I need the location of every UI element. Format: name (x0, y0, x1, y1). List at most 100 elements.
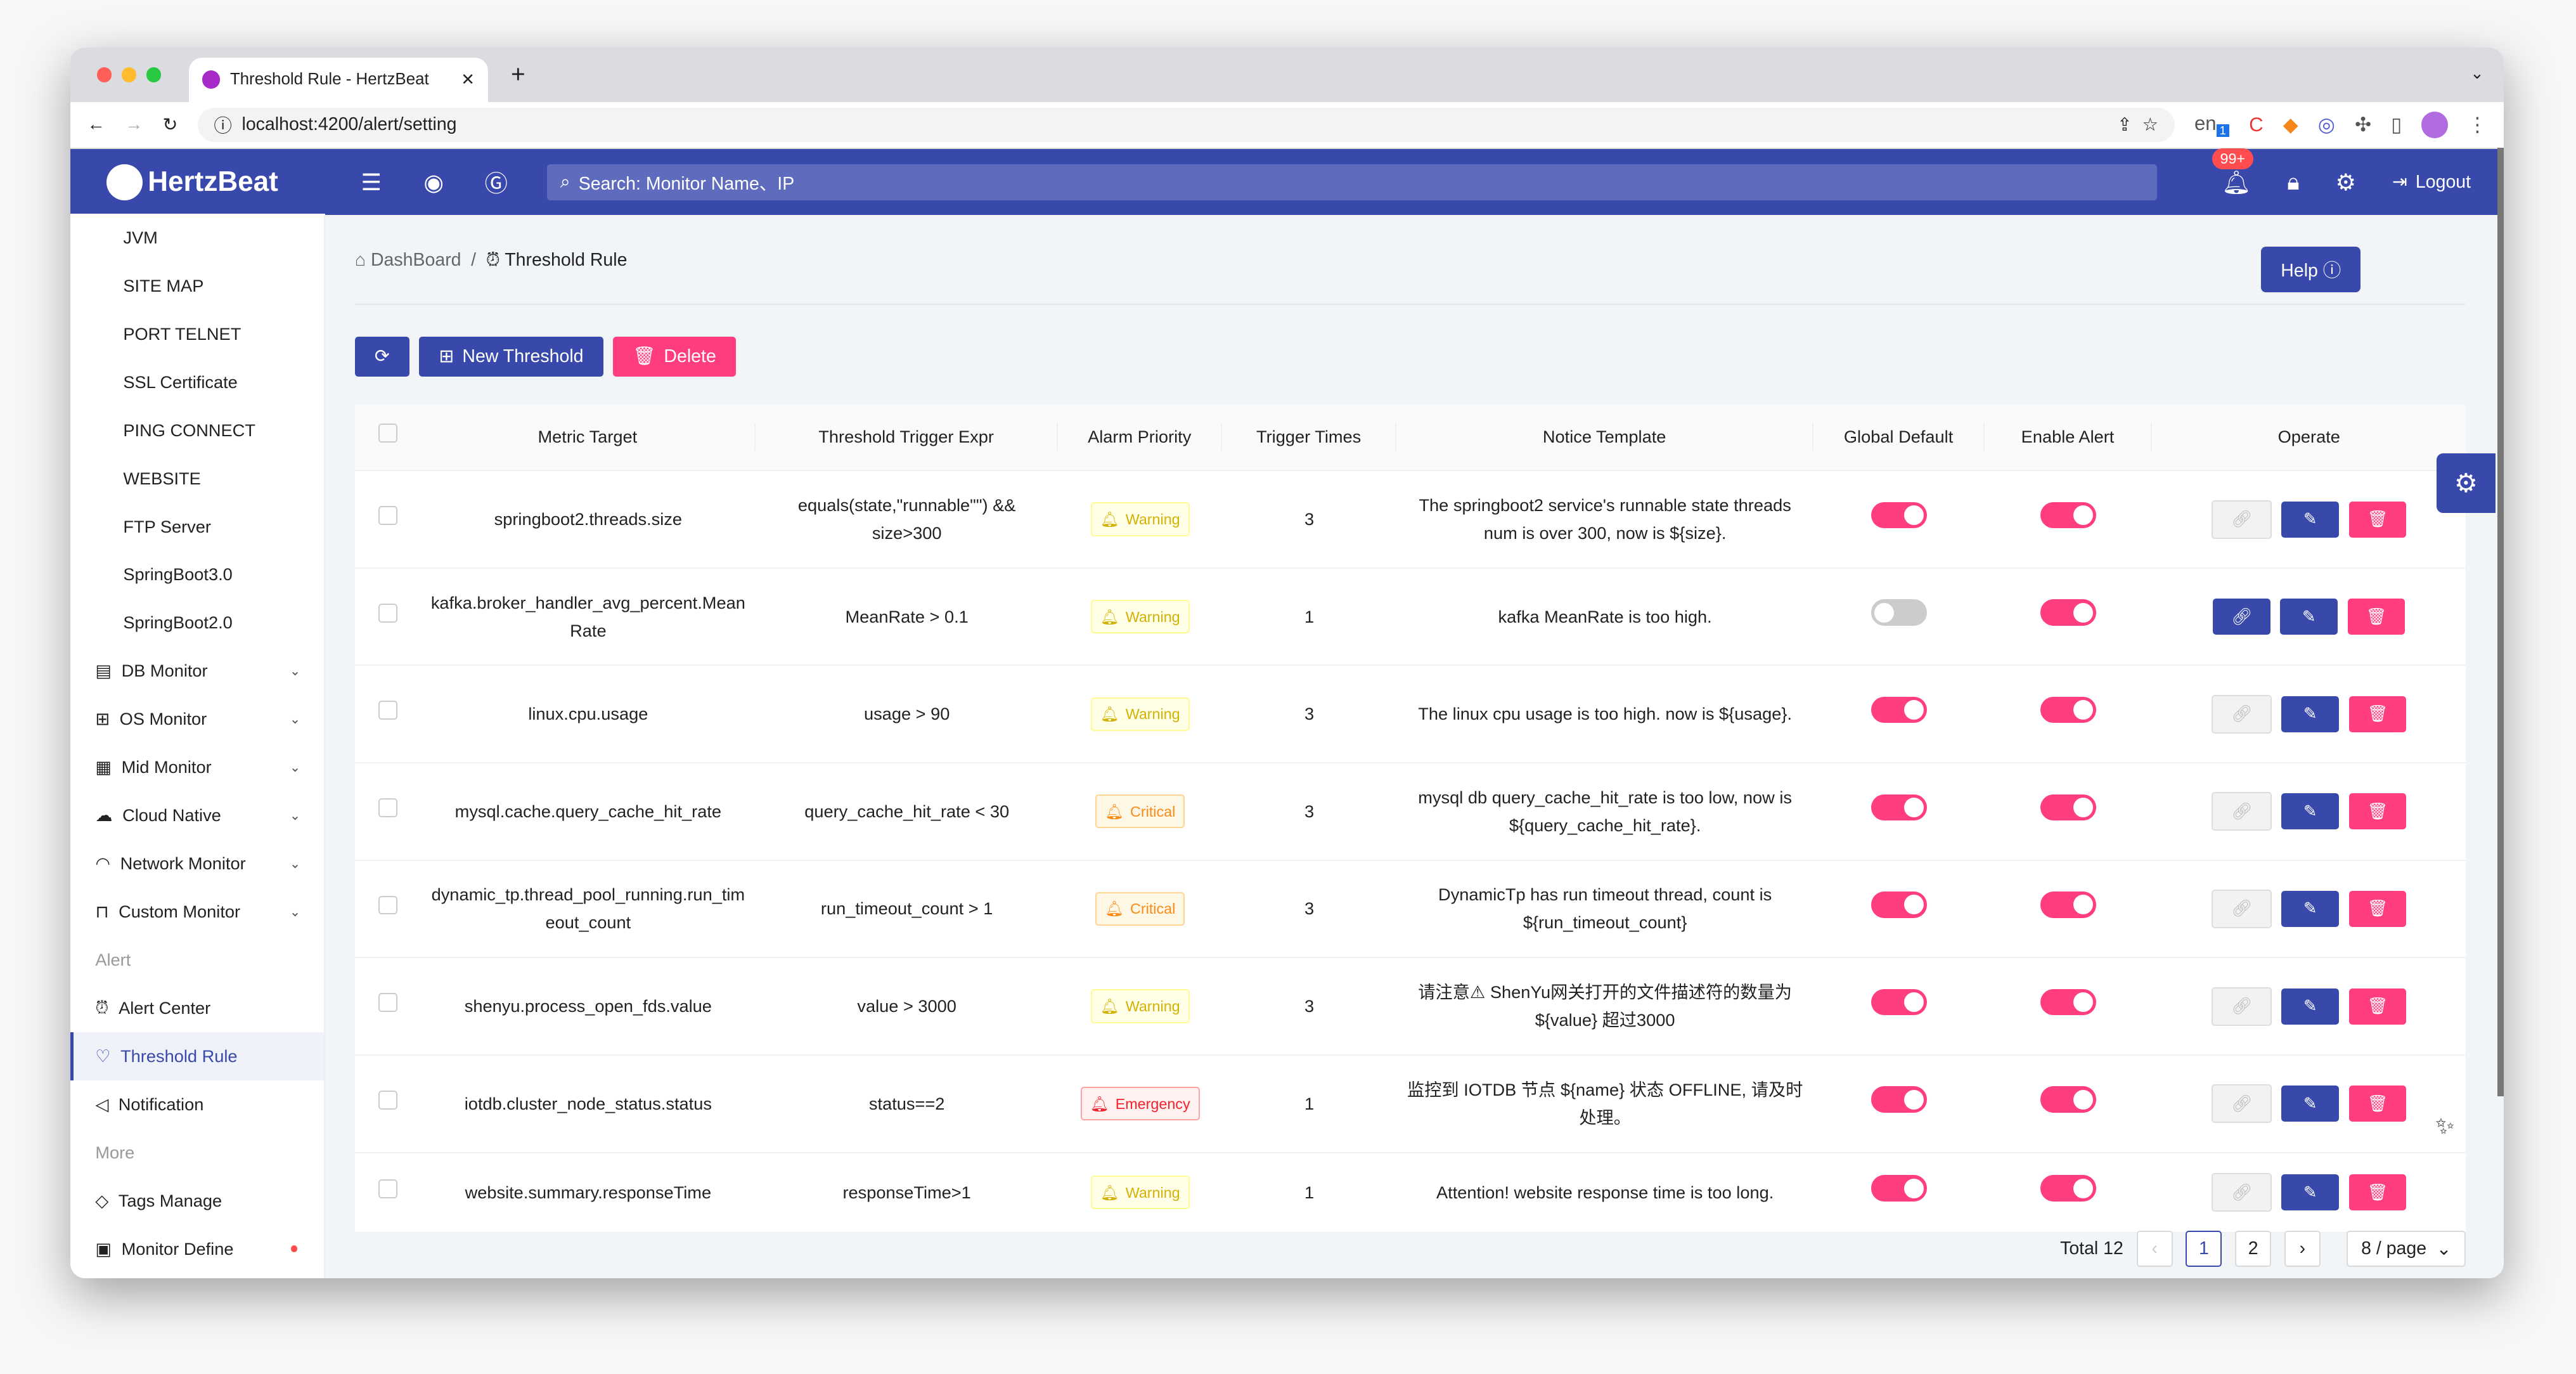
delete-row-button[interactable]: 🗑︎ (2348, 1086, 2407, 1122)
edit-button[interactable]: ✎ (2281, 696, 2340, 732)
link-monitors-button[interactable]: 🔗︎ (2212, 889, 2272, 928)
next-page-button[interactable]: › (2284, 1231, 2321, 1267)
page-2-button[interactable]: 2 (2235, 1231, 2272, 1267)
link-monitors-button[interactable]: 🔗︎ (2212, 792, 2272, 831)
edit-button[interactable]: ✎ (2281, 1174, 2340, 1211)
link-monitors-button[interactable]: 🔗︎ (2212, 1084, 2272, 1124)
row-checkbox[interactable] (378, 1179, 397, 1198)
help-button[interactable]: Help ⓘ (2261, 246, 2361, 292)
prev-page-button[interactable]: ‹ (2136, 1231, 2173, 1267)
settings-gear-icon[interactable]: ⚙ (2335, 169, 2357, 195)
sidebar-item-ssl-certificate[interactable]: SSL Certificate (70, 358, 323, 406)
minimize-window-button[interactable] (121, 67, 137, 82)
extension-c-icon[interactable]: C (2249, 113, 2264, 136)
sidebar-item-jvm[interactable]: JVM (70, 214, 323, 262)
edit-button[interactable]: ✎ (2281, 501, 2340, 538)
scrollbar[interactable] (2497, 148, 2504, 1096)
sidebar-item-tags-manage[interactable]: ◇ Tags Manage (70, 1177, 323, 1225)
share-icon[interactable]: ⇪ (2117, 114, 2132, 135)
delete-row-button[interactable]: 🗑︎ (2348, 501, 2407, 538)
theme-settings-button[interactable]: ⚙ (2436, 453, 2496, 513)
browser-tab[interactable]: Threshold Rule - HertzBeat ✕ (189, 57, 488, 102)
edit-button[interactable]: ✎ (2281, 988, 2340, 1025)
row-checkbox[interactable] (378, 798, 397, 817)
row-checkbox[interactable] (378, 603, 397, 623)
search-input[interactable]: ⌕ Search: Monitor Name、IP (547, 164, 2157, 200)
page-size-select[interactable]: 8 / page ⌄ (2347, 1231, 2466, 1267)
magic-wand-icon[interactable]: ✨︎ (2435, 1112, 2455, 1139)
url-input[interactable]: ⓘ localhost:4200/alert/setting ⇪ ☆ (197, 107, 2175, 143)
delete-button[interactable]: 🗑︎ Delete (613, 337, 736, 377)
toggle-on[interactable] (1871, 794, 1928, 821)
edit-button[interactable]: ✎ (2281, 1086, 2340, 1122)
toggle-on[interactable] (2040, 794, 2097, 821)
row-checkbox[interactable] (378, 506, 397, 525)
toggle-on[interactable] (2040, 502, 2097, 529)
lock-icon[interactable]: 🔒︎ (2287, 168, 2300, 195)
close-window-button[interactable] (96, 67, 112, 82)
sidebar-item-alert-center[interactable]: ⏰︎ Alert Center (70, 984, 323, 1032)
toggle-on[interactable] (2040, 696, 2097, 723)
github-icon[interactable]: ◉ (423, 169, 444, 195)
page-1-button[interactable]: 1 (2186, 1231, 2222, 1267)
toggle-on[interactable] (1871, 1086, 1928, 1113)
notification-bell-icon[interactable]: 🔔︎ 99+ (2212, 148, 2254, 196)
refresh-button[interactable]: ⟳ (354, 337, 409, 377)
sidebar-item-db-monitor[interactable]: ▤ DB Monitor ⌄ (70, 647, 323, 695)
delete-row-button[interactable]: 🗑︎ (2348, 988, 2407, 1025)
select-all-checkbox[interactable] (378, 424, 397, 443)
row-checkbox[interactable] (378, 701, 397, 720)
puzzle-icon[interactable]: ✣ (2354, 113, 2372, 136)
sidebar-item-cloud-native[interactable]: ☁ Cloud Native ⌄ (70, 791, 323, 839)
maximize-window-button[interactable] (146, 67, 161, 82)
logout-button[interactable]: ⇥ Logout (2392, 171, 2471, 193)
sidebar-item-mid-monitor[interactable]: ▦ Mid Monitor ⌄ (70, 743, 323, 791)
breadcrumb-home[interactable]: ⌂ DashBoard (354, 249, 461, 270)
delete-row-button[interactable]: 🗑︎ (2348, 890, 2407, 927)
link-monitors-button[interactable]: 🔗︎ (2213, 599, 2270, 635)
delete-row-button[interactable]: 🗑︎ (2347, 599, 2405, 635)
sidebar-item-notification[interactable]: ◁ Notification (70, 1080, 323, 1129)
edit-button[interactable]: ✎ (2281, 890, 2340, 927)
link-monitors-button[interactable]: 🔗︎ (2212, 500, 2272, 539)
gitee-icon[interactable]: Ⓖ (484, 171, 508, 197)
profile-avatar[interactable] (2421, 112, 2448, 138)
link-monitors-button[interactable]: 🔗︎ (2212, 1173, 2272, 1212)
toggle-on[interactable] (2040, 599, 2097, 626)
bookmark-star-icon[interactable]: ☆ (2142, 114, 2159, 135)
sidebar-item-springboot3-0[interactable]: SpringBoot3.0 (70, 550, 323, 599)
toggle-on[interactable] (2040, 891, 2097, 918)
tab-list-chevron-icon[interactable]: ⌄ (2470, 65, 2484, 83)
toggle-on[interactable] (2040, 1175, 2097, 1202)
toggle-on[interactable] (1871, 502, 1928, 529)
toggle-on[interactable] (2040, 1086, 2097, 1113)
side-panel-icon[interactable]: ▯ (2391, 113, 2402, 136)
edit-button[interactable]: ✎ (2280, 599, 2338, 635)
new-tab-button[interactable]: + (511, 60, 525, 88)
row-checkbox[interactable] (378, 895, 397, 915)
edit-button[interactable]: ✎ (2281, 793, 2340, 830)
logo[interactable]: HertzBeat (106, 164, 340, 200)
toggle-on[interactable] (1871, 696, 1928, 723)
delete-row-button[interactable]: 🗑︎ (2348, 1174, 2407, 1211)
sidebar-item-springboot2-0[interactable]: SpringBoot2.0 (70, 599, 323, 647)
toggle-on[interactable] (1871, 988, 1928, 1016)
link-monitors-button[interactable]: 🔗︎ (2212, 987, 2272, 1026)
delete-row-button[interactable]: 🗑︎ (2348, 696, 2407, 732)
link-monitors-button[interactable]: 🔗︎ (2212, 694, 2272, 734)
row-checkbox[interactable] (378, 1090, 397, 1110)
delete-row-button[interactable]: 🗑︎ (2348, 793, 2407, 830)
toggle-on[interactable] (1871, 891, 1928, 918)
toggle-on[interactable] (1871, 1175, 1928, 1202)
new-threshold-button[interactable]: ⊞ New Threshold (419, 337, 603, 377)
sidebar-item-site-map[interactable]: SITE MAP (70, 262, 323, 310)
back-icon[interactable]: ← (87, 114, 105, 135)
close-tab-icon[interactable]: ✕ (461, 70, 475, 89)
sidebar-item-network-monitor[interactable]: ◠ Network Monitor ⌄ (70, 839, 323, 888)
extension-q-icon[interactable]: ◎ (2317, 113, 2335, 136)
sidebar-item-ftp-server[interactable]: FTP Server (70, 503, 323, 551)
toggle-on[interactable] (2040, 988, 2097, 1016)
sidebar-item-threshold-rule[interactable]: ♡ Threshold Rule (70, 1032, 324, 1080)
more-menu-icon[interactable]: ⋮ (2467, 113, 2487, 136)
sidebar-item-custom-monitor[interactable]: ⊓ Custom Monitor ⌄ (70, 888, 323, 936)
